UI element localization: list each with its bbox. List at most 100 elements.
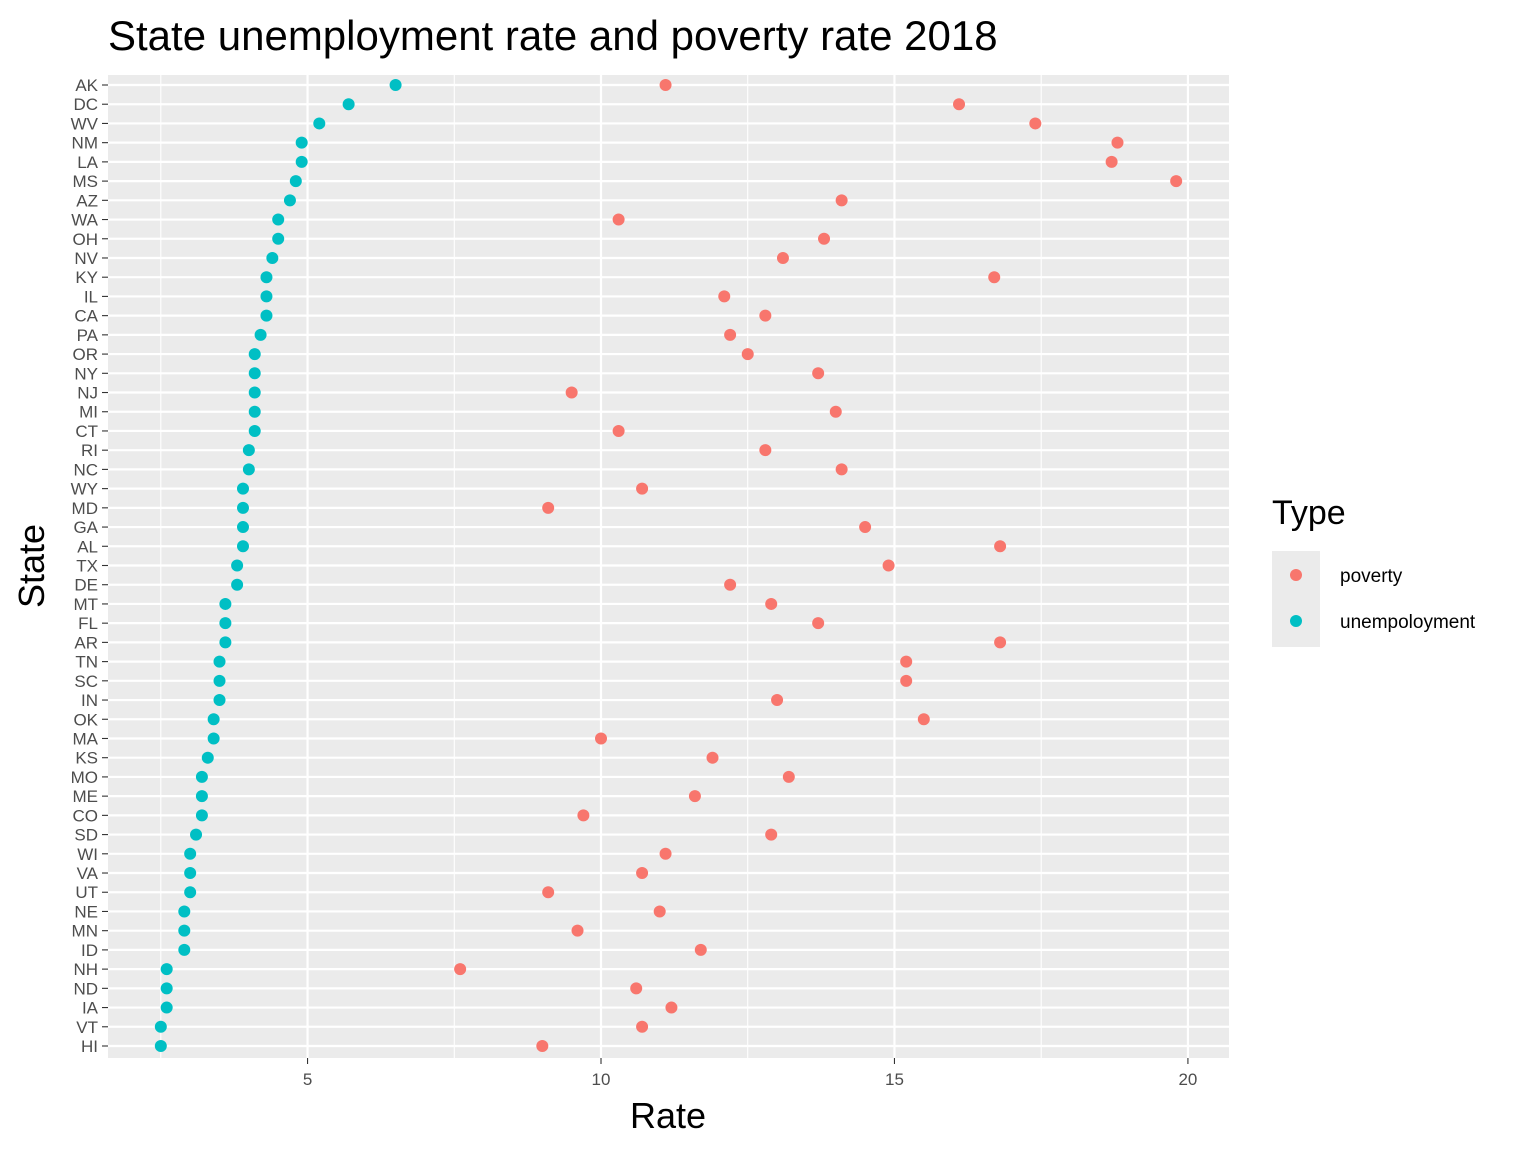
poverty-point-id bbox=[694, 943, 707, 956]
y-tick-label: AK bbox=[75, 76, 98, 95]
poverty-point-wv bbox=[1029, 117, 1042, 130]
poverty-point-ok bbox=[917, 713, 930, 726]
unemployment-point-nv bbox=[266, 251, 279, 264]
y-axis-ticks: AKDCWVNMLAMSAZWAOHNVKYILCAPAORNYNJMICTRI… bbox=[71, 76, 108, 1056]
poverty-point-ky bbox=[988, 271, 1001, 284]
unemployment-point-ks bbox=[201, 751, 214, 764]
poverty-point-mt bbox=[765, 597, 778, 610]
unemployment-point-tx bbox=[231, 559, 244, 572]
poverty-point-ak bbox=[659, 79, 672, 91]
poverty-point-tn bbox=[900, 655, 913, 668]
y-tick-label: UT bbox=[75, 883, 98, 902]
y-tick-label: SD bbox=[74, 826, 98, 845]
chart-title: State unemployment rate and poverty rate… bbox=[108, 12, 998, 59]
x-tick-label: 5 bbox=[303, 1070, 312, 1089]
poverty-point-ma bbox=[595, 732, 608, 745]
unemployment-point-ak bbox=[389, 79, 402, 91]
poverty-point-ut bbox=[542, 886, 555, 899]
legend-key-poverty bbox=[1290, 569, 1302, 581]
unemployment-point-me bbox=[195, 790, 208, 803]
y-tick-label: FL bbox=[78, 614, 98, 633]
unemployment-point-ia bbox=[160, 1001, 173, 1014]
y-tick-label: AZ bbox=[76, 191, 98, 210]
unemployment-point-fl bbox=[219, 617, 232, 630]
y-tick-label: IL bbox=[84, 287, 98, 306]
y-tick-label: VA bbox=[77, 864, 99, 883]
poverty-point-ar bbox=[994, 636, 1007, 649]
legend-title: Type bbox=[1272, 494, 1346, 532]
unemployment-point-vt bbox=[154, 1020, 167, 1033]
unemployment-point-ok bbox=[207, 713, 220, 726]
poverty-point-nc bbox=[835, 463, 848, 476]
y-tick-label: ID bbox=[81, 941, 98, 960]
unemployment-point-nj bbox=[248, 386, 261, 399]
unemployment-point-nc bbox=[242, 463, 255, 476]
legend-key-unemployment bbox=[1290, 615, 1302, 627]
y-tick-label: OK bbox=[73, 710, 98, 729]
horizontal-gridlines bbox=[108, 83, 1229, 1048]
unemployment-point-la bbox=[295, 155, 308, 168]
x-axis-ticks: 5 10 15 20 bbox=[303, 1058, 1197, 1089]
y-tick-label: TX bbox=[76, 557, 98, 576]
poverty-point-tx bbox=[882, 559, 895, 572]
unemployment-point-id bbox=[178, 943, 191, 956]
y-tick-label: RI bbox=[81, 441, 98, 460]
poverty-point-ks bbox=[706, 751, 719, 764]
poverty-point-wa bbox=[612, 213, 625, 226]
y-tick-label: MO bbox=[71, 768, 98, 787]
poverty-point-mi bbox=[829, 405, 842, 418]
y-tick-label: NJ bbox=[77, 384, 98, 403]
y-tick-label: IA bbox=[82, 999, 99, 1018]
y-tick-label: WY bbox=[71, 480, 98, 499]
legend-label-poverty: poverty bbox=[1340, 566, 1403, 587]
poverty-point-wy bbox=[636, 482, 649, 495]
poverty-point-sc bbox=[900, 674, 913, 687]
poverty-point-ia bbox=[665, 1001, 678, 1014]
unemployment-point-nm bbox=[295, 136, 308, 149]
unemployment-point-al bbox=[236, 540, 249, 553]
y-tick-label: ND bbox=[73, 979, 98, 998]
poverty-point-nv bbox=[776, 251, 789, 264]
poverty-point-fl bbox=[812, 617, 825, 630]
unemployment-point-mi bbox=[248, 405, 261, 418]
y-tick-label: NC bbox=[73, 460, 98, 479]
y-tick-label: MD bbox=[72, 499, 98, 518]
poverty-point-il bbox=[718, 290, 731, 303]
y-tick-label: GA bbox=[73, 518, 98, 537]
y-tick-label: MA bbox=[73, 729, 99, 748]
poverty-point-ri bbox=[759, 444, 772, 457]
unemployment-point-co bbox=[195, 809, 208, 822]
poverty-point-oh bbox=[818, 232, 831, 245]
unemployment-point-ky bbox=[260, 271, 273, 284]
y-tick-label: TN bbox=[75, 653, 98, 672]
y-tick-label: AL bbox=[77, 537, 98, 556]
y-tick-label: MN bbox=[72, 922, 98, 941]
unemployment-point-ca bbox=[260, 309, 273, 322]
poverty-point-ct bbox=[612, 424, 625, 437]
unemployment-point-tn bbox=[213, 655, 226, 668]
y-tick-label: SC bbox=[74, 672, 98, 691]
poverty-point-me bbox=[688, 790, 701, 803]
unemployment-point-mn bbox=[178, 924, 191, 937]
unemployment-point-oh bbox=[272, 232, 285, 245]
unemployment-point-il bbox=[260, 290, 273, 303]
unemployment-point-de bbox=[231, 578, 244, 591]
poverty-point-la bbox=[1105, 155, 1118, 168]
poverty-point-de bbox=[724, 578, 737, 591]
y-tick-label: WA bbox=[71, 211, 98, 230]
y-tick-label: NM bbox=[72, 134, 98, 153]
y-tick-label: MT bbox=[73, 595, 98, 614]
legend: Type poverty unempoloyment bbox=[1272, 494, 1476, 647]
x-axis-title: Rate bbox=[630, 1095, 706, 1136]
y-tick-label: NV bbox=[74, 249, 98, 268]
y-tick-label: PA bbox=[77, 326, 99, 345]
unemployment-point-ct bbox=[248, 424, 261, 437]
unemployment-point-va bbox=[184, 867, 197, 880]
y-tick-label: OH bbox=[73, 230, 99, 249]
unemployment-point-md bbox=[236, 501, 249, 514]
y-tick-label: CT bbox=[75, 422, 98, 441]
y-tick-label: CO bbox=[73, 806, 99, 825]
x-tick-label: 15 bbox=[885, 1070, 904, 1089]
unemployment-point-mo bbox=[195, 770, 208, 783]
y-tick-label: ME bbox=[73, 787, 99, 806]
